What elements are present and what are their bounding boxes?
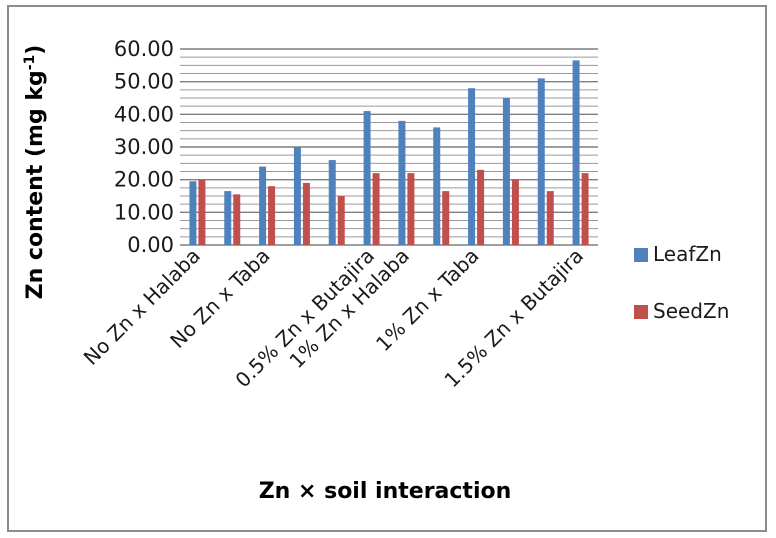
- y-axis-title-superscript: -1: [22, 55, 38, 71]
- bars: [189, 60, 589, 246]
- y-axis-title-main: Zn content (mg kg: [23, 70, 48, 299]
- legend-label: LeafZn: [653, 242, 722, 266]
- legend-swatch: [634, 305, 648, 319]
- bar-seedzn: [442, 191, 450, 245]
- bar-seedzn: [372, 173, 380, 245]
- y-tick-label: 40.00: [114, 102, 174, 126]
- bar-leafzn: [468, 88, 476, 245]
- y-axis-title: Zn content (mg kg-1): [22, 45, 48, 300]
- gridlines: [180, 48, 598, 246]
- y-tick-label: 20.00: [114, 168, 174, 192]
- y-tick-label: 50.00: [114, 70, 174, 94]
- bar-seedzn: [268, 186, 276, 245]
- y-tick-label: 10.00: [114, 200, 174, 224]
- x-tick-label: No Zn x Halaba: [79, 244, 205, 370]
- bar-seedzn: [581, 173, 589, 245]
- y-tick-label: 30.00: [114, 135, 174, 159]
- x-axis-title: Zn × soil interaction: [259, 479, 512, 504]
- bar-leafzn: [293, 147, 301, 245]
- bar-leafzn: [433, 127, 441, 245]
- y-tick-label: 60.00: [114, 37, 174, 61]
- y-tick-labels: 0.00 10.00 20.00 30.00 40.00 50.00 60.00: [114, 37, 174, 257]
- chart-frame: [7, 5, 767, 532]
- y-axis-title-end: ): [23, 45, 48, 55]
- legend-swatch: [634, 248, 648, 262]
- bar-leafzn: [224, 191, 232, 245]
- bar-leafzn: [537, 78, 545, 246]
- bar-leafzn: [328, 160, 336, 245]
- bar-seedzn: [477, 169, 485, 245]
- bar-seedzn: [198, 179, 206, 245]
- bar-leafzn: [189, 181, 197, 245]
- bar-leafzn: [363, 111, 371, 245]
- bar-leafzn: [398, 120, 406, 245]
- bar-seedzn: [233, 194, 241, 245]
- bar-seedzn: [407, 173, 415, 245]
- legend-label: SeedZn: [653, 299, 729, 323]
- legend: LeafZn SeedZn: [634, 242, 729, 323]
- bar-seedzn: [302, 182, 310, 245]
- y-tick-label: 0.00: [127, 233, 174, 257]
- bar-seedzn: [546, 191, 554, 245]
- bar-seedzn: [337, 196, 345, 245]
- bar-leafzn: [259, 166, 267, 245]
- bar-seedzn: [511, 179, 519, 245]
- bar-leafzn: [502, 98, 510, 245]
- bar-leafzn: [572, 60, 580, 245]
